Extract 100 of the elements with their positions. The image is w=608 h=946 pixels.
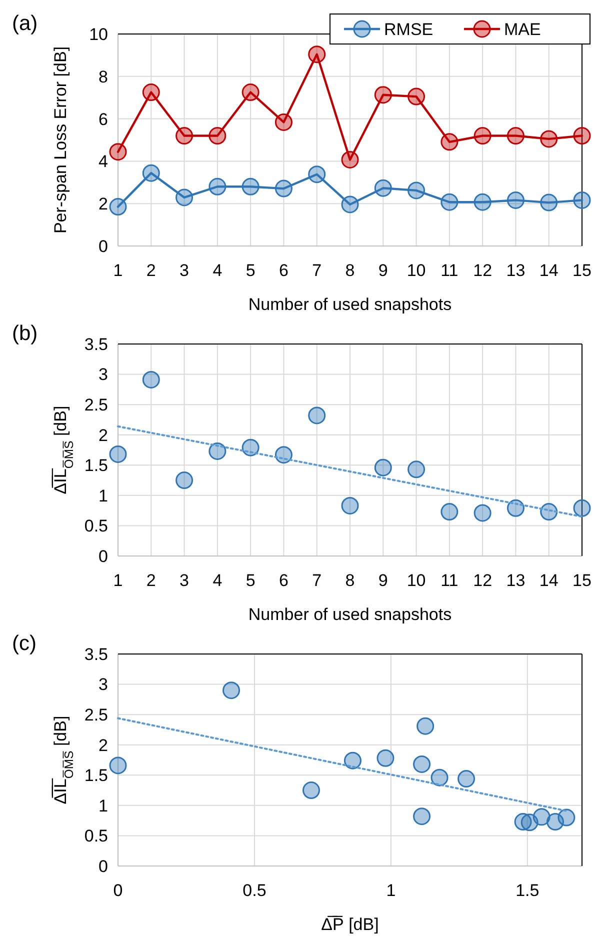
x-tick-label: 15	[572, 571, 592, 590]
x-tick-label: 9	[378, 261, 388, 280]
point	[222, 682, 240, 700]
point	[341, 196, 359, 214]
point	[176, 127, 194, 145]
x-tick-label: 11	[440, 571, 458, 590]
point	[109, 143, 127, 161]
x-tick-label: 6	[278, 571, 288, 590]
x-tick-label: 4	[212, 571, 222, 590]
y-tick-label: 6	[98, 110, 108, 129]
x-tick-label: 5	[246, 261, 256, 280]
y-tick-label: 3.5	[84, 334, 108, 354]
y-axis-title: Per-span Loss Error [dB]	[51, 46, 70, 234]
x-tick-label: 14	[539, 261, 558, 280]
x-tick-label: 7	[312, 261, 322, 280]
point	[413, 755, 431, 773]
chart-title: (c)	[12, 632, 36, 655]
point	[440, 503, 458, 521]
point	[341, 150, 359, 168]
y-tick-label: 2.5	[84, 706, 108, 725]
x-axis-title: Δ̅P̅ [dB]	[321, 915, 379, 934]
y-tick-label: 3.5	[84, 644, 108, 664]
x-tick-label: 2	[146, 261, 156, 280]
y-tick-label: 3	[98, 675, 108, 694]
x-tick-label: 11	[440, 261, 458, 280]
point	[109, 445, 127, 463]
point	[474, 127, 492, 145]
point	[408, 182, 426, 200]
y-tick-label: 2	[98, 736, 108, 755]
point	[302, 782, 320, 800]
point	[274, 180, 292, 198]
point	[558, 808, 576, 826]
chart-title: (a)	[12, 12, 38, 35]
x-tick-label: 9	[378, 571, 388, 590]
point	[416, 717, 434, 735]
x-tick-label: 3	[180, 571, 190, 590]
point	[208, 127, 226, 145]
x-tick-label: 4	[212, 261, 222, 280]
point	[208, 442, 226, 460]
y-tick-label: 1.5	[84, 766, 108, 786]
point	[242, 438, 260, 456]
point	[142, 84, 160, 102]
x-tick-label: 1	[113, 571, 123, 590]
point	[458, 770, 476, 788]
point	[142, 370, 160, 388]
y-tick-label: 2	[98, 426, 108, 445]
x-tick-label: 1	[386, 881, 396, 900]
point	[341, 496, 359, 514]
point	[573, 191, 591, 209]
x-tick-label: 10	[406, 261, 426, 280]
y-tick-label: 1	[98, 486, 108, 506]
point	[540, 130, 558, 148]
x-tick-label: 0	[113, 881, 123, 900]
x-tick-label: 1.5	[516, 881, 540, 900]
point	[376, 749, 394, 767]
point	[440, 193, 458, 211]
x-tick-label: 2	[146, 571, 156, 590]
x-tick-label: 3	[180, 261, 190, 280]
x-tick-label: 7	[312, 571, 322, 590]
x-tick-label: 15	[572, 261, 592, 280]
y-tick-label: 10	[89, 24, 108, 44]
point	[408, 88, 426, 106]
point	[176, 188, 194, 206]
point	[408, 460, 426, 478]
y-tick-label: 3	[98, 365, 108, 384]
chart-title: (b)	[12, 322, 38, 345]
x-tick-label: 12	[473, 261, 492, 280]
point	[413, 808, 431, 826]
point	[308, 46, 326, 64]
point	[274, 446, 292, 464]
x-tick-label: 6	[278, 261, 288, 280]
x-tick-label: 13	[506, 261, 526, 280]
point	[374, 458, 392, 476]
point	[532, 808, 550, 826]
legend-label: RMSE	[384, 20, 434, 39]
legend-label: MAE	[504, 20, 541, 39]
point	[474, 193, 492, 211]
y-tick-label: 1.5	[84, 456, 108, 476]
point	[573, 499, 591, 517]
y-tick-label: 8	[98, 67, 108, 86]
x-tick-label: 10	[406, 571, 426, 590]
point	[344, 752, 362, 770]
point	[374, 179, 392, 197]
point	[540, 194, 558, 212]
y-tick-label: 0.5	[84, 826, 108, 846]
y-tick-label: 0	[98, 236, 108, 256]
point	[109, 198, 127, 216]
point	[474, 504, 492, 522]
y-tick-label: 1	[98, 796, 108, 816]
point	[274, 113, 292, 131]
point	[440, 133, 458, 151]
x-tick-label: 8	[345, 571, 355, 590]
point	[430, 768, 448, 786]
x-tick-label: 1	[113, 261, 123, 280]
point	[242, 178, 260, 196]
point	[208, 178, 226, 196]
x-tick-label: 13	[506, 571, 526, 590]
y-tick-label: 4	[98, 152, 108, 172]
x-tick-label: 8	[345, 261, 355, 280]
y-tick-label: 0	[98, 546, 108, 566]
